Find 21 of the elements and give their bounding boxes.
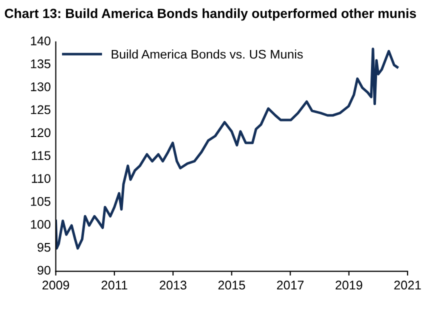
y-tick-label: 135 — [31, 59, 50, 68]
y-tick-label: 120 — [31, 128, 50, 138]
y-tick-label: 140 — [31, 36, 50, 46]
x-tick-label: 2015 — [218, 280, 246, 290]
y-tick-label: 115 — [32, 151, 50, 160]
line-series — [56, 48, 399, 250]
y-tick-label: 130 — [31, 82, 50, 92]
y-tick-label: 125 — [31, 105, 50, 114]
legend-label: Build America Bonds vs. US Munis — [112, 49, 303, 59]
y-tick-label: 95 — [38, 242, 50, 252]
x-tick-label: 2009 — [42, 280, 70, 290]
y-tick-label: 105 — [31, 197, 50, 206]
x-tick-label: 2011 — [102, 280, 128, 290]
y-tick-label: 100 — [31, 220, 50, 229]
x-tick-label: 2021 — [394, 280, 421, 290]
chart-title: Chart 13: Build America Bonds handily outperformed other munis — [4, 8, 416, 21]
x-tick-label: 2017 — [277, 280, 304, 290]
y-tick-label: 90 — [38, 266, 50, 275]
x-tick-label: 2013 — [160, 280, 186, 290]
x-tick-label: 2019 — [336, 280, 362, 290]
y-tick-label: 110 — [32, 174, 50, 183]
